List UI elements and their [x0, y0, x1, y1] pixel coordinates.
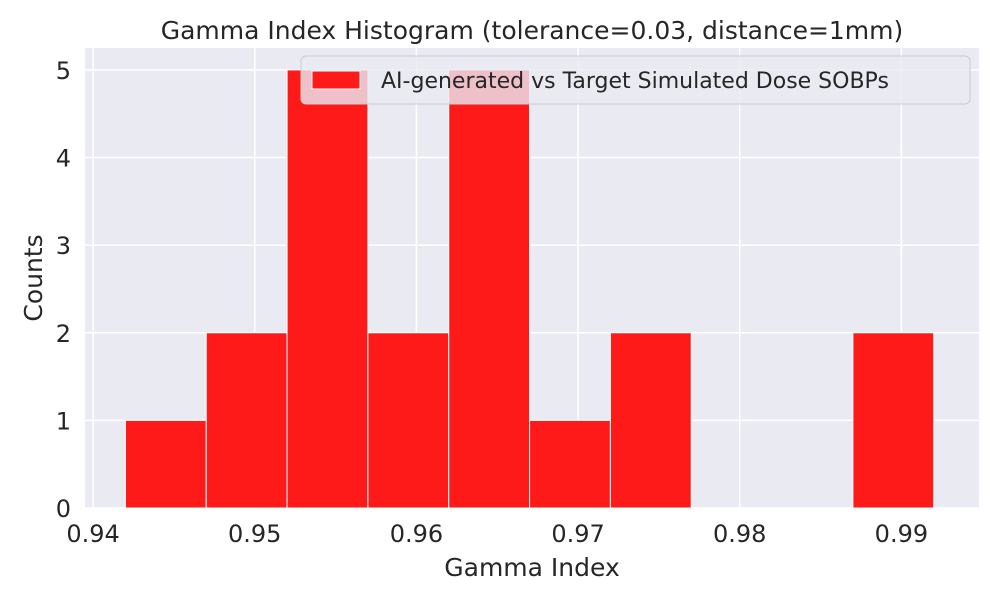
- x-tick-label-5: 0.99: [875, 520, 928, 548]
- legend-label: AI-generated vs Target Simulated Dose SO…: [381, 69, 889, 94]
- y-tick-label-1: 1: [56, 407, 71, 435]
- x-tick-label-4: 0.98: [713, 520, 766, 548]
- y-axis-label: Counts: [19, 234, 48, 321]
- y-tick-label-4: 4: [56, 145, 71, 173]
- y-tick-label-2: 2: [56, 320, 71, 348]
- legend-swatch: [311, 70, 361, 90]
- legend-frame: [300, 55, 971, 105]
- histogram-bar-3: [367, 332, 450, 509]
- y-tick-label-0: 0: [56, 495, 71, 523]
- histogram-bar-9: [852, 332, 935, 509]
- x-axis-label: Gamma Index: [444, 553, 620, 582]
- histogram-bar-5: [529, 419, 611, 509]
- x-tick-label-3: 0.97: [551, 520, 604, 548]
- x-axis-ticks: 0.94 0.95 0.96 0.97 0.98 0.99: [66, 520, 928, 548]
- y-tick-label-3: 3: [56, 232, 71, 260]
- chart-title: Gamma Index Histogram (tolerance=0.03, d…: [161, 16, 904, 45]
- histogram-bar-4: [448, 69, 531, 509]
- y-tick-label-5: 5: [56, 57, 71, 85]
- y-axis-ticks: 0 1 2 3 4 5: [56, 57, 71, 523]
- bars: [124, 69, 935, 509]
- histogram-bar-6: [609, 332, 692, 509]
- x-tick-label-0: 0.94: [66, 520, 119, 548]
- x-tick-label-2: 0.96: [390, 520, 443, 548]
- legend: AI-generated vs Target Simulated Dose SO…: [300, 55, 971, 105]
- histogram-bar-0: [124, 419, 207, 509]
- x-tick-label-1: 0.95: [228, 520, 281, 548]
- histogram-bar-2: [286, 69, 369, 509]
- histogram-bar-1: [205, 332, 288, 509]
